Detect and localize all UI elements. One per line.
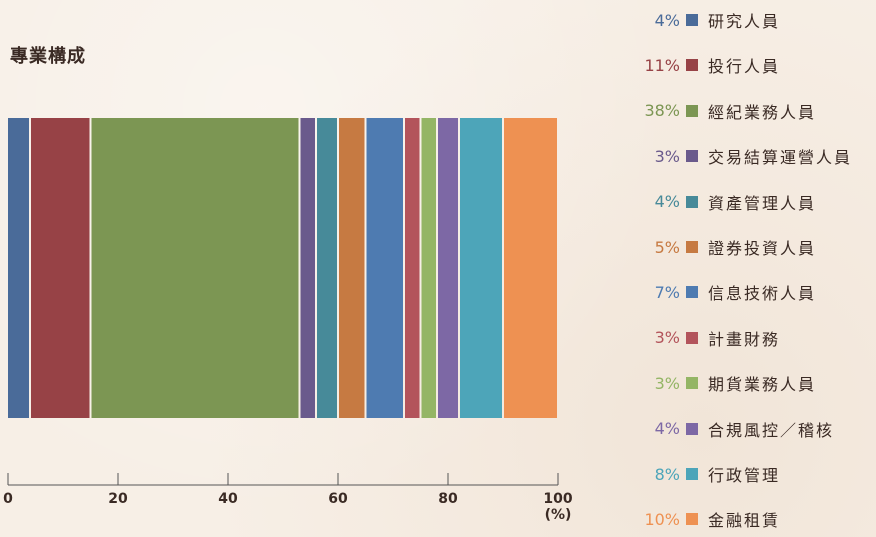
legend-item: 10% 金融租賃: [610, 507, 780, 531]
legend-value: 5%: [654, 237, 680, 257]
legend-value: 4%: [654, 419, 680, 439]
bar-segment-3: [91, 118, 299, 418]
legend-item: 4% 合規風控／稽核: [610, 417, 834, 441]
legend-value: 11%: [644, 55, 680, 75]
legend-label: 證券投資人員: [708, 239, 817, 258]
bar-segment-6: [339, 118, 365, 418]
legend-swatch: [686, 150, 698, 163]
legend-swatch: [686, 14, 698, 26]
legend-swatch: [686, 422, 698, 435]
legend-label: 合規風控／稽核: [708, 420, 835, 440]
legend-item: 7% 信息技術人員: [610, 280, 816, 304]
legend-swatch: [686, 377, 698, 390]
x-tick-label: 40: [218, 491, 238, 507]
bar-segment-4: [300, 118, 315, 418]
legend-value: 4%: [654, 192, 680, 212]
bar-segment-12: [504, 118, 557, 418]
legend-label: 行政管理: [708, 466, 781, 485]
legend-value: 4%: [654, 10, 680, 30]
legend-label: 經紀業務人員: [708, 102, 817, 122]
legend-label: 計畫財務: [708, 329, 781, 349]
legend-value: 7%: [654, 282, 680, 302]
legend-value: 10%: [644, 509, 680, 529]
legend-swatch: [686, 104, 698, 117]
legend-item: 3% 期貨業務人員: [610, 371, 816, 395]
x-tick-label: 0: [3, 491, 13, 507]
legend-swatch: [686, 468, 698, 480]
legend-swatch: [686, 331, 698, 344]
x-tick-label: 20: [108, 491, 128, 507]
bar-segment-8: [405, 118, 420, 418]
legend-label: 研究人員: [708, 12, 781, 31]
x-tick-label: 80: [438, 491, 458, 507]
bar-segments: [8, 118, 557, 418]
x-axis-ticks: 0 20 40 60 80 100: [3, 473, 573, 507]
legend-label: 信息技術人員: [708, 284, 817, 304]
legend-item: 5% 證券投資人員: [610, 235, 816, 259]
chart-title: 專業構成: [10, 46, 86, 67]
bar-segment-2: [31, 118, 90, 418]
legend-value: 3%: [654, 146, 680, 166]
legend-value: 3%: [654, 373, 680, 393]
x-tick-label: 100: [543, 491, 572, 507]
legend-item: 8% 行政管理: [610, 462, 780, 486]
legend-swatch: [686, 513, 698, 526]
bar-segment-10: [438, 118, 458, 418]
legend-item: 3% 交易結算運營人員: [610, 144, 852, 168]
legend-label: 資產管理人員: [708, 193, 817, 213]
legend-swatch: [686, 286, 698, 299]
bar-segment-5: [317, 118, 337, 418]
legend-value: 38%: [644, 101, 680, 121]
bar-segment-1: [8, 118, 29, 418]
legend-label: 交易結算運營人員: [708, 148, 853, 168]
legend-swatch: [686, 59, 698, 72]
legend-label: 期貨業務人員: [708, 375, 817, 395]
legend-swatch: [686, 195, 698, 208]
legend-label: 投行人員: [708, 57, 781, 77]
legend-value: 8%: [654, 464, 680, 484]
legend-item: 11% 投行人員: [610, 53, 780, 77]
x-tick-label: 60: [328, 491, 348, 507]
legend-item: 4% 研究人員: [610, 8, 780, 32]
legend-item: 38% 經紀業務人員: [610, 99, 816, 123]
x-axis: 0 20 40 60 80 100 (%): [3, 473, 573, 523]
legend-label: 金融租賃: [708, 511, 781, 531]
legend-item: 4% 資產管理人員: [610, 190, 816, 214]
legend-value: 3%: [654, 328, 680, 348]
x-axis-unit-label: (%): [545, 507, 572, 523]
bar-segment-11: [460, 118, 502, 418]
bar-segment-7: [366, 118, 403, 418]
legend: 4% 研究人員 11% 投行人員 38% 經紀業務人員 3% 交易結算運營人員 4% 資產管理人員…: [610, 8, 876, 537]
bar-segment-9: [421, 118, 436, 418]
legend-item: 3% 計畫財務: [610, 326, 780, 350]
legend-swatch: [686, 241, 698, 253]
